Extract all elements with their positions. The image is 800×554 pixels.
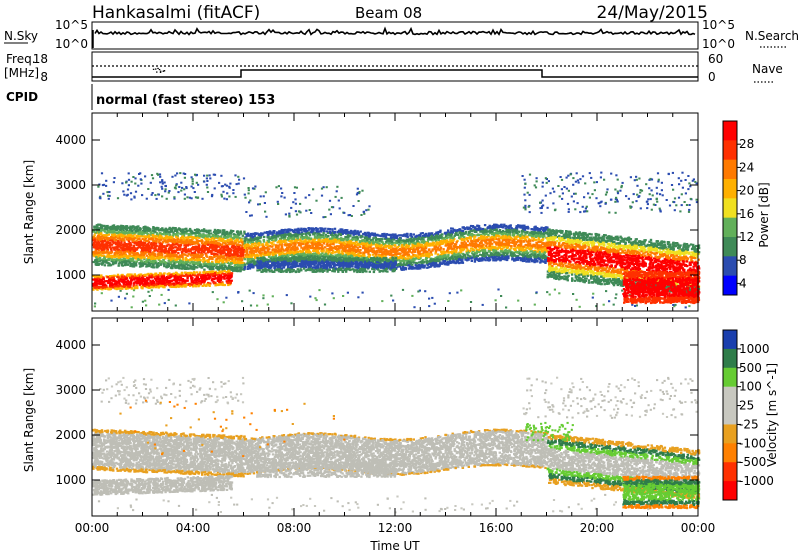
- y-tick-label: 2000: [55, 428, 86, 442]
- x-tick-label: 12:00: [378, 521, 413, 535]
- colorbar-tick-label: 4: [739, 276, 747, 290]
- x-tick-label: 00:00: [75, 521, 110, 535]
- colorbar-tick-label: -25: [739, 417, 759, 431]
- colorbar-tick-label: -100: [739, 436, 766, 450]
- colorbar-tick-label: -1000: [739, 474, 774, 488]
- nsky-trace: [93, 29, 695, 48]
- colorbar-tick-label: 8: [739, 253, 747, 267]
- colorbar-tick-label: 16: [739, 207, 754, 221]
- nsearch-label: N.Search: [745, 29, 799, 43]
- nave-label: Nave: [752, 62, 783, 76]
- x-tick-label: 04:00: [176, 521, 211, 535]
- station-title: Hankasalmi (fitACF): [92, 3, 260, 23]
- x-tick-label: 20:00: [580, 521, 615, 535]
- nsky-label: N.Sky: [4, 29, 38, 43]
- colorbar-tick-label: -500: [739, 455, 766, 469]
- y-tick-label: 2000: [55, 223, 86, 237]
- nsearch-tick-top: 10^5: [702, 18, 735, 32]
- nave-tick-bottom: 0: [708, 70, 716, 84]
- x-tick-label: 16:00: [479, 521, 514, 535]
- cpid-panel: CPID normal (fast stereo) 153: [6, 84, 275, 110]
- freq-tick-bottom: 8: [40, 70, 48, 84]
- frequency-trace: [92, 70, 698, 77]
- y-tick-label: 3000: [55, 383, 86, 397]
- colorbar-tick-label: 24: [739, 160, 754, 174]
- velocity-colorbar: 1000 500 100 25 -25 -100 -500 -1000 Velocity [m…: [723, 330, 779, 501]
- y-tick-label: 3000: [55, 178, 86, 192]
- colorbar-tick-label: 500: [739, 361, 762, 375]
- velocity-ylabel: Slant Range [km]: [22, 368, 36, 472]
- nsky-tick-bottom: 10^0: [55, 37, 88, 51]
- nave-tick-top: 60: [708, 52, 723, 66]
- freq-label-line1: Freq.: [6, 52, 36, 66]
- x-tick-label: 00:00: [681, 521, 716, 535]
- x-tick-label: 08:00: [277, 521, 312, 535]
- power-panel: 4000 3000 2000 1000 Slant Range [km]: [22, 113, 700, 311]
- colorbar-tick-label: 12: [739, 230, 754, 244]
- frequency-blip: [153, 68, 165, 73]
- freq-label-line2: [MHz]: [4, 66, 39, 80]
- y-tick-label: 1000: [55, 268, 86, 282]
- colorbar-tick-label: 1000: [739, 342, 770, 356]
- freq-panel: Freq. [MHz] 18 8 60 0 Nave: [4, 52, 783, 84]
- nsearch-tick-bottom: 10^0: [702, 37, 735, 51]
- colorbar-tick-label: 100: [739, 380, 762, 394]
- power-ylabel: Slant Range [km]: [22, 160, 36, 264]
- velocity-panel: 4000 3000 2000 1000 00:00 04:00 08:00 12:00 16:…: [22, 318, 715, 535]
- y-tick-label: 1000: [55, 473, 86, 487]
- nsky-tick-top: 10^5: [55, 18, 88, 32]
- date-label: 24/May/2015: [597, 3, 709, 23]
- power-colorbar-label: Power [dB]: [757, 182, 771, 247]
- cpid-mode: normal (fast stereo) 153: [96, 93, 275, 108]
- y-tick-label: 4000: [55, 133, 86, 147]
- beam-label: Beam 08: [355, 4, 422, 22]
- velocity-colorbar-label: Velocity [m s^-1]: [765, 363, 779, 467]
- colorbar-tick-label: 20: [739, 184, 754, 198]
- x-axis-label: Time UT: [369, 539, 420, 553]
- cpid-label: CPID: [6, 90, 38, 104]
- power-colorbar: 28 24 20 16 12 8 4 Power [dB]: [723, 121, 771, 296]
- colorbar-tick-label: 25: [739, 399, 754, 413]
- colorbar-tick-label: 28: [739, 137, 754, 151]
- freq-tick-top: 18: [33, 52, 48, 66]
- y-tick-label: 4000: [55, 338, 86, 352]
